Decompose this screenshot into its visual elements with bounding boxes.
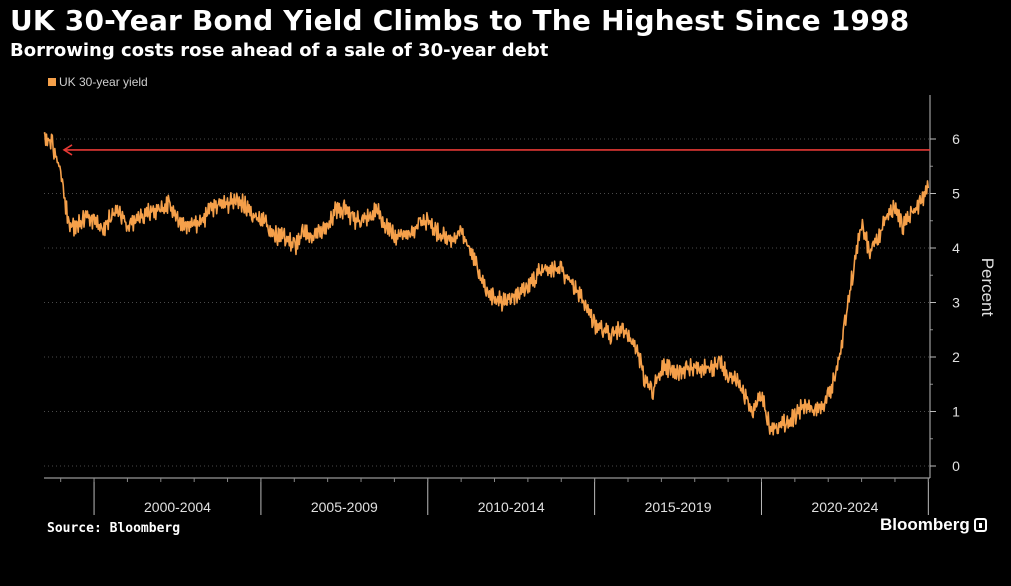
- chart-title: UK 30-Year Bond Yield Climbs to The High…: [10, 4, 910, 37]
- y-tick-label: 2: [952, 349, 960, 365]
- y-tick-label: 5: [952, 186, 960, 202]
- series-line-uk-30-year-yield: [43, 132, 930, 436]
- bloomberg-logo: Bloomberg: [880, 515, 987, 535]
- brand-label: Bloomberg: [880, 515, 970, 534]
- x-tick-label: 2000-2004: [144, 499, 211, 515]
- y-tick-label: 4: [952, 240, 960, 256]
- y-tick-label: 1: [952, 404, 960, 420]
- legend-label: UK 30-year yield: [59, 75, 148, 89]
- y-tick-label: 6: [952, 131, 960, 147]
- x-tick-label: 2020-2024: [811, 499, 878, 515]
- y-tick-label: 0: [952, 458, 960, 474]
- source-note: Source: Bloomberg: [47, 521, 181, 536]
- y-axis-label: Percent: [978, 258, 997, 317]
- legend-swatch: [48, 78, 56, 86]
- chart-subtitle: Borrowing costs rose ahead of a sale of …: [10, 40, 549, 61]
- reference-arrow-icon: [62, 144, 73, 156]
- x-tick-label: 2010-2014: [478, 499, 545, 515]
- bloomberg-terminal-icon: [973, 518, 987, 532]
- y-tick-label: 3: [952, 295, 960, 311]
- x-tick-label: 2005-2009: [311, 499, 378, 515]
- legend: UK 30-year yield: [48, 75, 148, 89]
- x-tick-label: 2015-2019: [645, 499, 712, 515]
